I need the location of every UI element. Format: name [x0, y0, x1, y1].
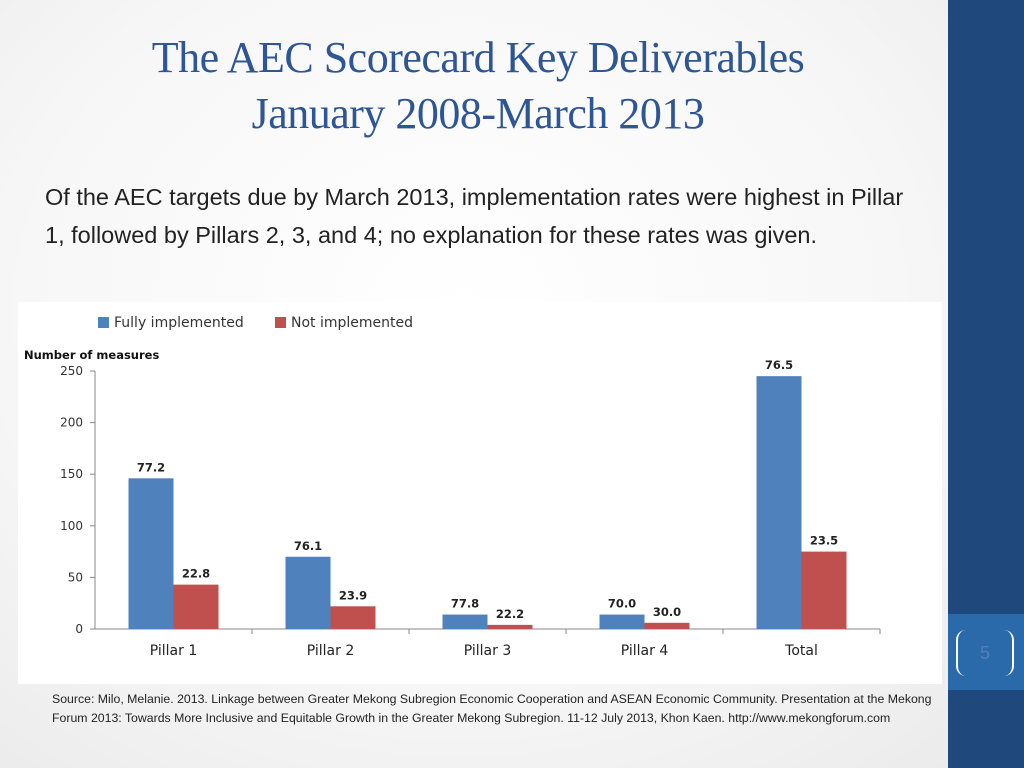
legend-label-2: Not implemented — [291, 315, 413, 331]
body-text: Of the AEC targets due by March 2013, im… — [45, 184, 904, 248]
bar-value-label: 77.2 — [137, 460, 165, 474]
category-label: Pillar 3 — [464, 643, 512, 659]
bar-value-label: 30.0 — [653, 605, 681, 619]
bar-value-label: 23.9 — [339, 588, 367, 602]
chart-panel: Fully implemented Not implemented Number o… — [18, 302, 942, 684]
bar-value-label: 77.8 — [451, 597, 479, 611]
bar-value-label: 76.1 — [294, 539, 322, 553]
bar-fully-3 — [442, 614, 488, 629]
y-tick-label: 250 — [60, 364, 83, 378]
bar-fully-5 — [756, 376, 802, 629]
legend-swatch-2 — [275, 317, 286, 328]
bar-value-label: 70.0 — [608, 597, 636, 611]
bar-fully-4 — [599, 614, 645, 629]
bar-not-5 — [801, 551, 847, 629]
y-tick-label: 50 — [68, 570, 83, 584]
category-label: Pillar 1 — [150, 643, 198, 659]
bar-not-1 — [173, 584, 219, 629]
bar-chart: Fully implemented Not implemented Number o… — [24, 315, 881, 659]
category-label: Pillar 4 — [621, 643, 669, 659]
bar-not-2 — [330, 606, 376, 629]
bar-fully-1 — [128, 478, 174, 629]
y-tick-label: 100 — [60, 519, 83, 533]
source-citation: Source: Milo, Melanie. 2013. Linkage bet… — [52, 692, 932, 725]
bar-value-label: 23.5 — [810, 534, 838, 548]
title-line-1: The AEC Scorecard Key Deliverables — [151, 33, 805, 82]
legend-label-1: Fully implemented — [114, 315, 244, 331]
bar-not-3 — [487, 624, 533, 629]
bar-value-label: 76.5 — [765, 358, 793, 372]
page-number-frame — [956, 630, 1014, 676]
bar-value-label: 22.8 — [182, 567, 210, 581]
y-tick-label: 150 — [60, 467, 83, 481]
page-number: 5 — [979, 643, 990, 663]
page-number-tab — [948, 614, 1024, 690]
bar-value-label: 22.2 — [496, 607, 524, 621]
y-axis-title: Number of measures — [24, 348, 159, 362]
legend-swatch-1 — [98, 317, 109, 328]
category-label: Pillar 2 — [307, 643, 355, 659]
bar-fully-2 — [285, 556, 331, 629]
y-tick-label: 0 — [75, 622, 83, 636]
title-line-2: January 2008-March 2013 — [251, 89, 705, 138]
slide-title: The AEC Scorecard Key Deliverables Janua… — [40, 30, 916, 142]
bar-not-4 — [644, 622, 690, 629]
category-label: Total — [784, 643, 818, 659]
y-tick-label: 200 — [60, 416, 83, 430]
